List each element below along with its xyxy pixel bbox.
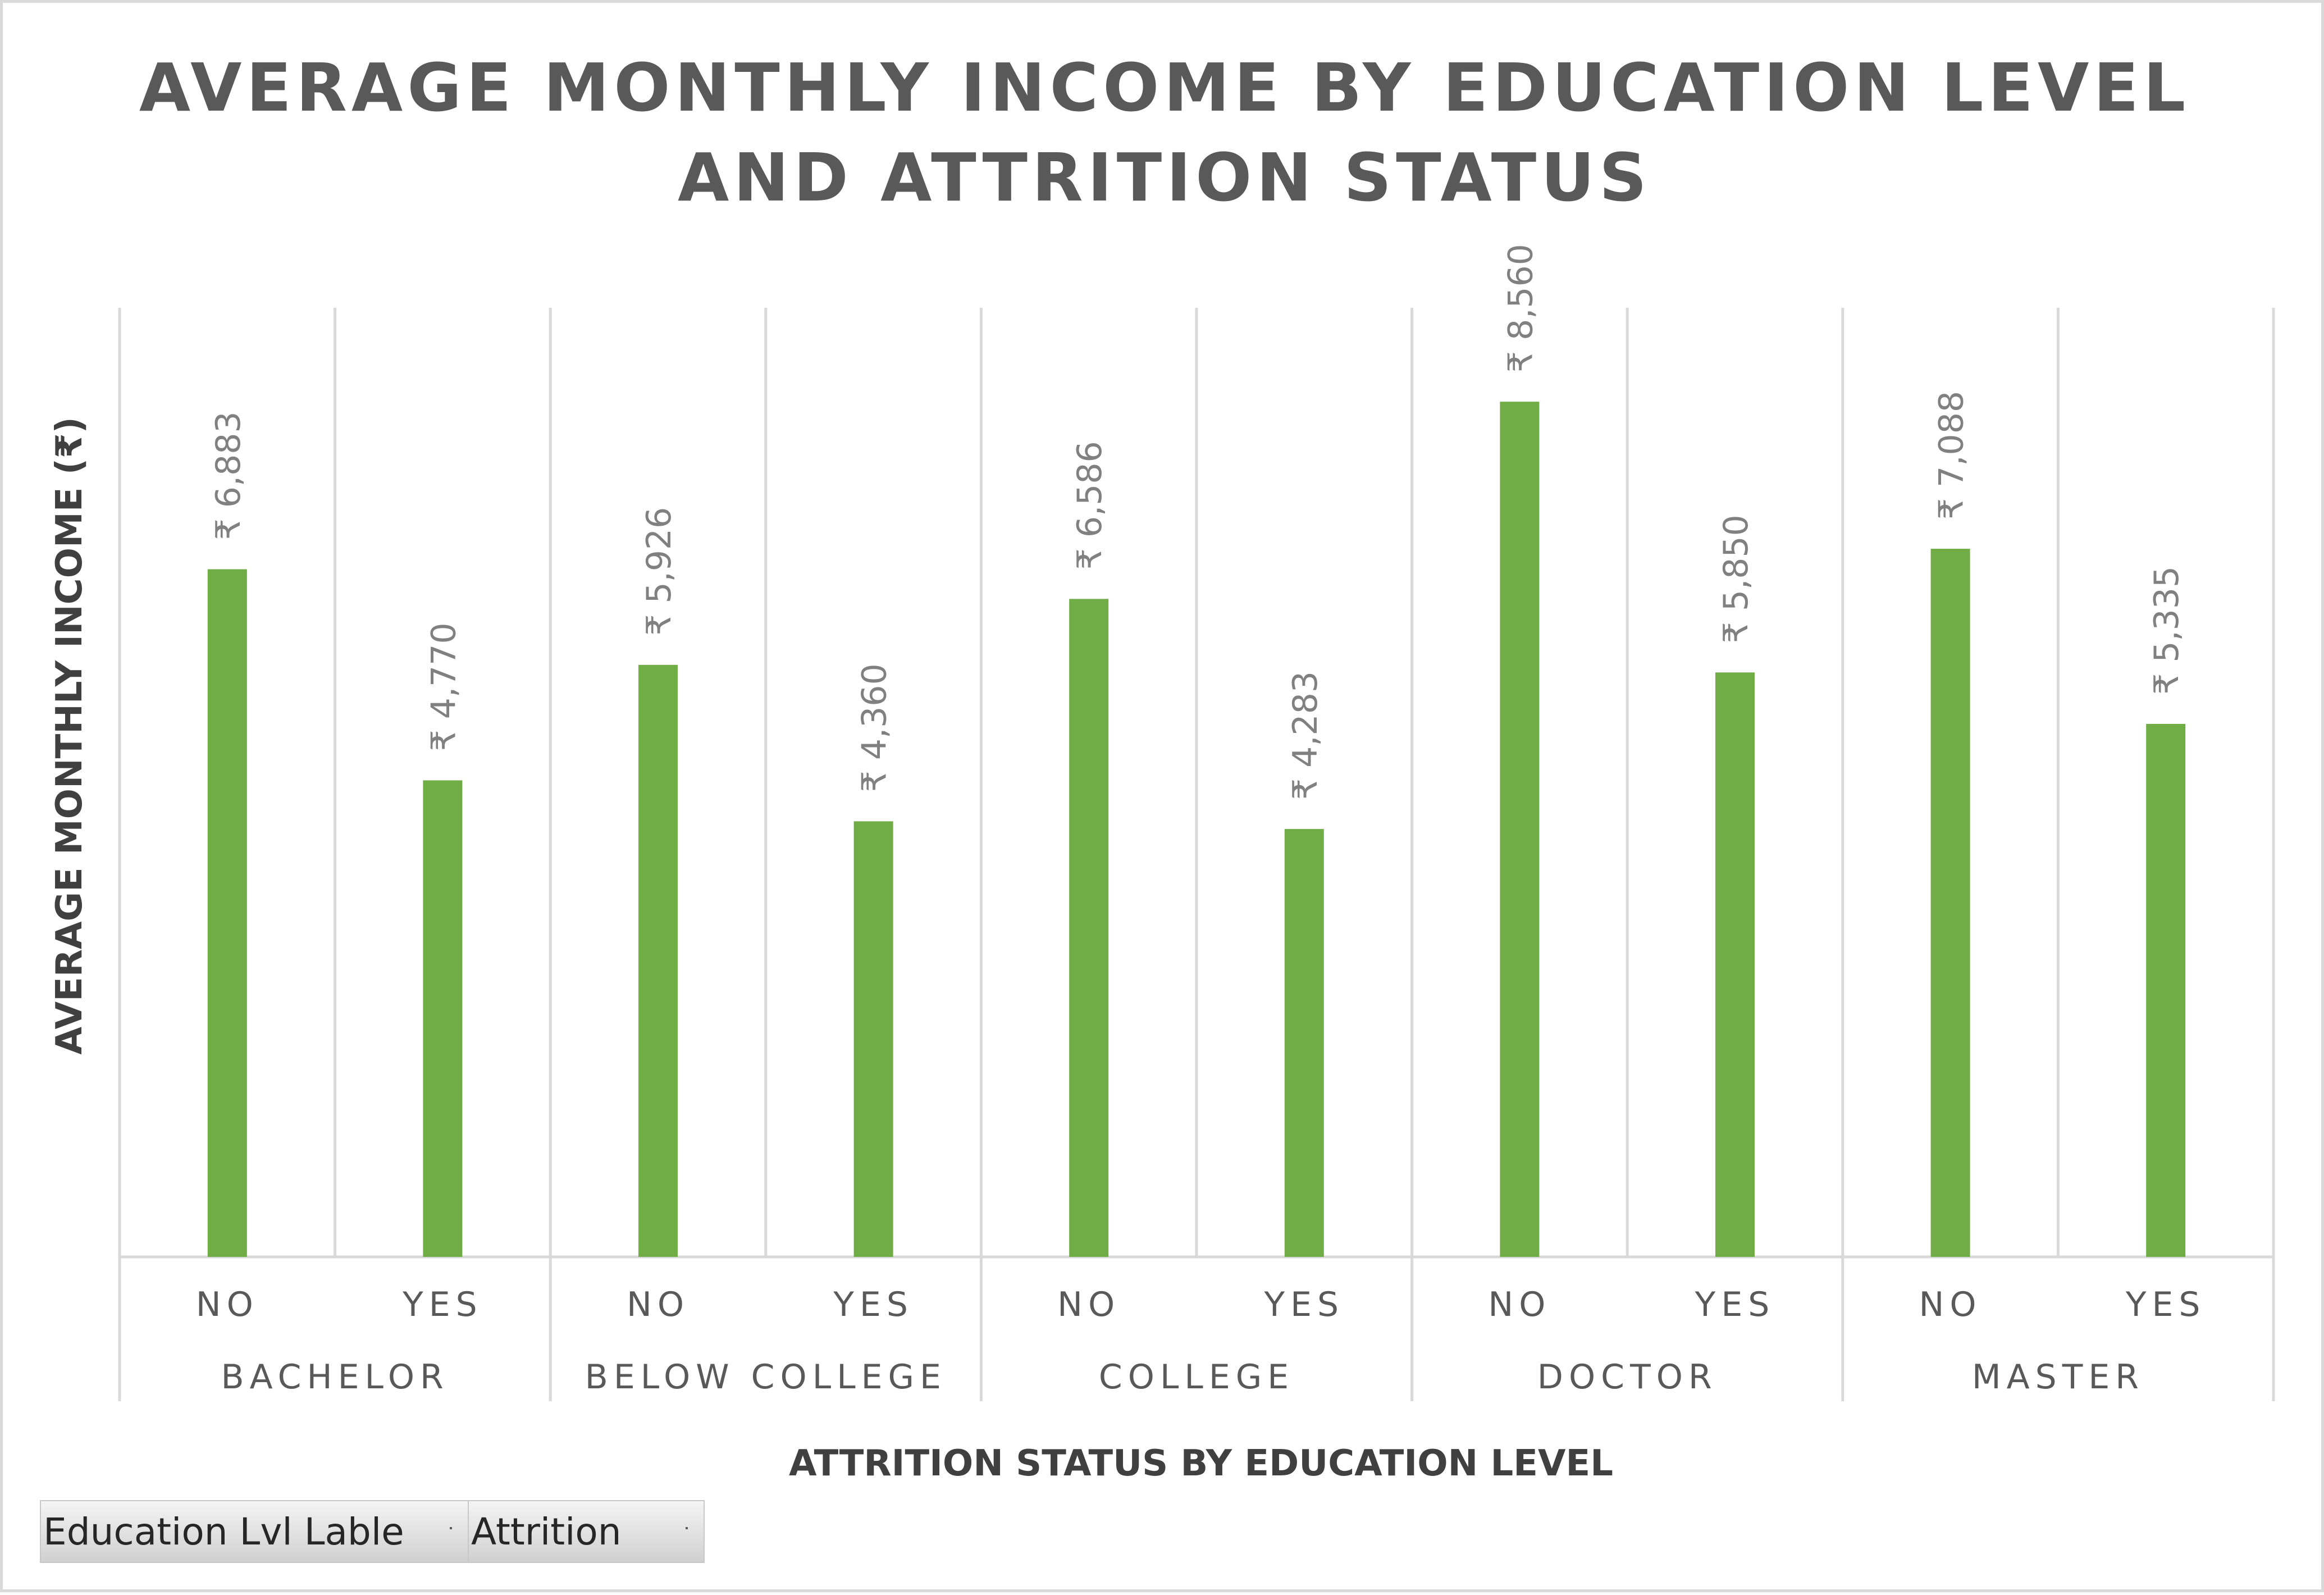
filter-education-level-label: Education Lvl Lable — [43, 1510, 404, 1553]
data-label: ₹ 4,360 — [855, 663, 894, 792]
gridlines — [118, 308, 2275, 1401]
x-axis-title: ATTRITION STATUS BY EDUCATION LEVEL — [789, 1443, 1613, 1484]
data-label: ₹ 4,283 — [1286, 671, 1325, 800]
category-label: YES — [2125, 1285, 2206, 1324]
group-label: MASTER — [1972, 1357, 2144, 1397]
filter-education-level-button[interactable]: Education Lvl Lable — [40, 1500, 469, 1563]
bar — [2146, 723, 2186, 1257]
category-label: NO — [1919, 1285, 1982, 1324]
chart-title-line-2: AND ATTRITION STATUS — [678, 139, 1651, 216]
group-label: BELOW COLLEGE — [585, 1357, 947, 1397]
bar — [1500, 402, 1540, 1257]
dropdown-arrow-icon[interactable] — [450, 1527, 452, 1529]
category-label: YES — [833, 1285, 914, 1324]
group-label: DOCTOR — [1537, 1357, 1718, 1397]
category-label: NO — [627, 1285, 690, 1324]
category-label: NO — [1057, 1285, 1120, 1324]
category-axis-labels: BACHELOR NO YES BELOW COLLEGE NO YES COLLEGE NO… — [196, 1285, 2206, 1397]
data-label: ₹ 6,586 — [1070, 441, 1110, 569]
bar — [423, 780, 463, 1257]
bar — [1930, 549, 1970, 1257]
y-axis-title: AVERAGE MONTHLY INCOME (₹) — [49, 417, 90, 1055]
bar — [1715, 672, 1755, 1257]
category-label: YES — [402, 1285, 483, 1324]
bar — [638, 664, 678, 1257]
filter-attrition-label: Attrition — [471, 1510, 622, 1553]
dropdown-arrow-icon[interactable] — [686, 1527, 688, 1529]
group-label: BACHELOR — [221, 1357, 449, 1397]
group-label: COLLEGE — [1099, 1357, 1294, 1397]
data-label: ₹ 8,560 — [1501, 244, 1540, 372]
data-label: ₹ 6,883 — [209, 412, 248, 540]
category-label: NO — [196, 1285, 259, 1324]
chart-title-line-1: AVERAGE MONTHLY INCOME BY EDUCATION LEVE… — [139, 49, 2190, 126]
data-labels: ₹ 6,883 ₹ 4,770 ₹ 5,926 ₹ 4,360 ₹ 6,586 ₹ 4,2… — [209, 244, 2186, 800]
category-label: YES — [1695, 1285, 1775, 1324]
bar — [207, 569, 247, 1257]
category-label: NO — [1488, 1285, 1551, 1324]
data-label: ₹ 4,770 — [424, 622, 463, 751]
bar — [1069, 599, 1109, 1257]
chart-canvas: ₹ 6,883 ₹ 4,770 ₹ 5,926 ₹ 4,360 ₹ 6,586 ₹ 4,2… — [49, 49, 2275, 1484]
data-label: ₹ 7,088 — [1932, 391, 1971, 519]
data-label: ₹ 5,335 — [2147, 566, 2186, 695]
bar — [1284, 829, 1324, 1257]
category-label: YES — [1263, 1285, 1344, 1324]
data-label: ₹ 5,926 — [640, 507, 679, 636]
bar — [853, 821, 893, 1257]
data-label: ₹ 5,850 — [1716, 514, 1756, 643]
bars — [207, 402, 2186, 1257]
filter-attrition-button[interactable]: Attrition — [468, 1500, 705, 1563]
